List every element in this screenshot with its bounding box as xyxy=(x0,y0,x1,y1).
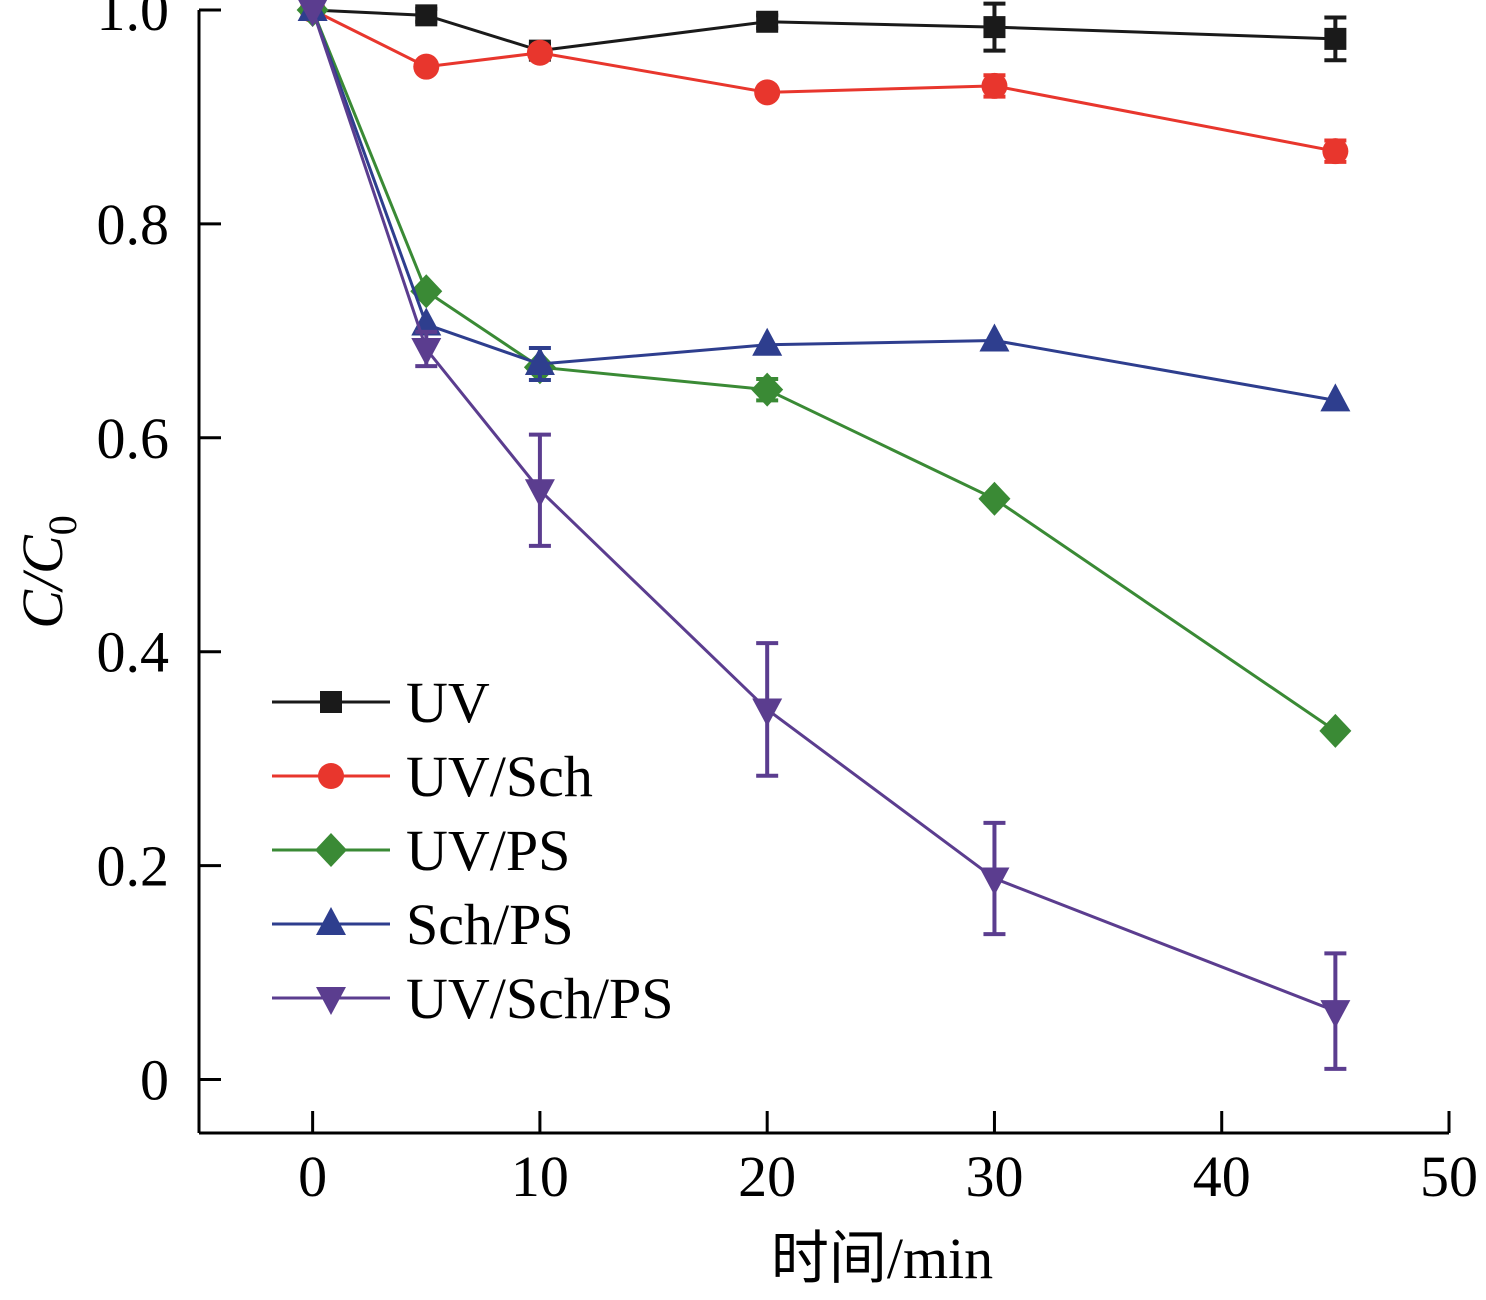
legend-label: UV/PS xyxy=(406,818,570,883)
series-line-uv xyxy=(312,8,1336,53)
y-tick-label: 0.4 xyxy=(97,620,170,685)
x-tick-label: 10 xyxy=(511,1144,569,1209)
data-point-uv xyxy=(1324,27,1347,50)
y-axis-title-main: C/C xyxy=(10,534,75,629)
series-line-uv-ps xyxy=(311,9,1337,733)
data-point-uv-sch xyxy=(981,72,1008,99)
data-point-uv-sch-ps xyxy=(979,867,1010,896)
x-axis-title: 时间/min xyxy=(771,1226,993,1291)
data-point-uv-sch-ps xyxy=(752,698,783,727)
y-tick-label: 0.8 xyxy=(97,192,170,257)
y-tick-label: 0.6 xyxy=(97,406,170,471)
data-point-uv-sch xyxy=(413,53,440,80)
series-uv xyxy=(301,0,1347,63)
ticks: 0 10 20 30 40 50 0 0.2 0.4 0.6 0.8 1.0 xyxy=(97,0,1479,1209)
data-point-uv-ps xyxy=(751,372,784,407)
x-tick-label: 30 xyxy=(965,1144,1023,1209)
legend-marker xyxy=(315,833,347,867)
data-point-sch-ps xyxy=(524,347,555,376)
axes xyxy=(197,10,1449,1135)
legend-marker xyxy=(316,987,346,1015)
legend-item-uv-sch-ps: UV/Sch/PS xyxy=(272,966,674,1031)
legend-marker xyxy=(320,691,342,713)
y-tick-label: 0 xyxy=(140,1048,169,1113)
legend-label: UV/Sch xyxy=(406,744,593,809)
data-point-sch-ps xyxy=(752,327,783,356)
y-tick-label: 1.0 xyxy=(97,0,170,43)
series-line-uv-sch xyxy=(311,8,1336,153)
data-point-uv-sch xyxy=(754,79,781,106)
legend-marker xyxy=(318,763,344,789)
y-tick-label: 0.2 xyxy=(97,834,170,899)
data-point-uv-sch xyxy=(526,39,553,66)
legend-label: UV xyxy=(406,670,490,735)
series-line-sch-ps xyxy=(311,9,1336,402)
x-tick-label: 40 xyxy=(1193,1144,1251,1209)
x-tick-label: 0 xyxy=(298,1144,327,1209)
series-sch-ps xyxy=(297,0,1351,412)
y-axis-title-group: C/C0 xyxy=(10,515,85,629)
data-point-uv-sch-ps xyxy=(298,0,328,27)
legend-label: UV/Sch/PS xyxy=(406,966,674,1031)
data-point-uv-sch-ps xyxy=(524,479,555,508)
x-tick-label: 20 xyxy=(738,1144,796,1209)
legend-item-uv-sch: UV/Sch xyxy=(272,744,593,809)
series-uv-sch-ps xyxy=(298,0,1351,1071)
legend-label: Sch/PS xyxy=(406,892,574,957)
y-axis-title: C/C0 xyxy=(10,515,85,629)
series-line-uv-sch-ps xyxy=(311,9,1336,1013)
data-point-uv-sch-ps xyxy=(411,338,442,367)
data-point-uv-ps xyxy=(978,481,1011,516)
data-point-uv xyxy=(415,4,438,27)
data-point-uv xyxy=(756,10,779,33)
legend-item-sch-ps: Sch/PS xyxy=(272,892,574,957)
data-point-sch-ps xyxy=(1320,383,1351,412)
data-point-uv-sch xyxy=(1322,138,1349,165)
data-point-uv xyxy=(983,16,1006,39)
x-tick-label: 50 xyxy=(1420,1144,1478,1209)
data-point-sch-ps xyxy=(979,323,1010,352)
y-axis-title-subscript: 0 xyxy=(40,515,85,535)
legend-item-uv-ps: UV/PS xyxy=(272,818,570,883)
legend-marker xyxy=(316,907,346,935)
series-layer xyxy=(296,0,1352,1071)
legend-item-uv: UV xyxy=(272,670,490,735)
legend: UV UV/Sch UV/PS Sch/PS UV/Sch/PS xyxy=(272,670,674,1031)
data-point-uv-sch-ps xyxy=(1320,1000,1351,1029)
data-point-uv-ps xyxy=(1319,713,1352,748)
